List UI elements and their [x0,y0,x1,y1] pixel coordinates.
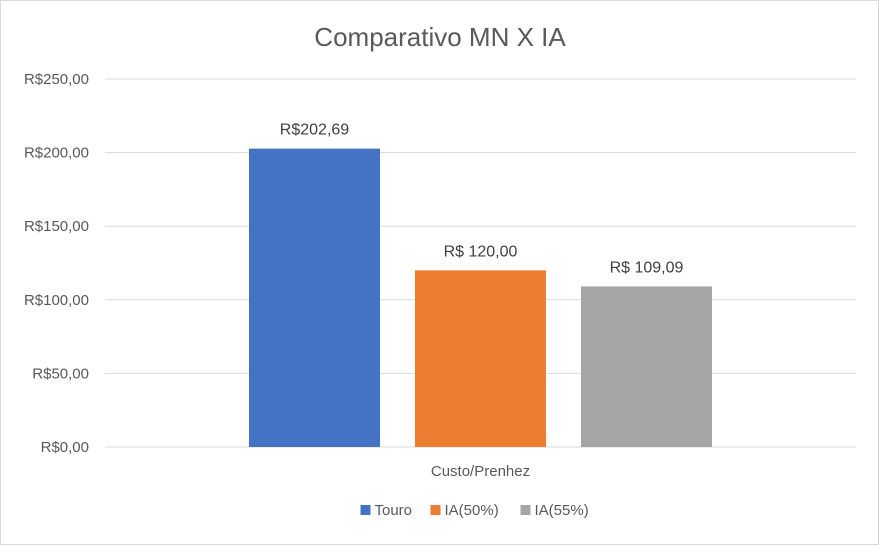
data-labels: R$202,69 R$ 120,00 R$ 109,09 [280,122,684,277]
legend: Touro IA(50%) IA(55%) [360,502,589,519]
y-tick-label: R$200,00 [24,145,89,162]
data-label: R$ 109,09 [610,259,684,276]
legend-label: Touro [375,502,413,519]
bars [249,148,712,447]
legend-label: IA(55%) [535,502,589,519]
y-tick-label: R$100,00 [24,292,89,309]
legend-swatch [360,505,371,515]
bar-ia-50- [415,270,546,447]
bar-ia-55- [581,286,712,447]
y-tick-label: R$250,00 [24,71,89,88]
category-label: Custo/Prenhez [431,463,530,480]
y-axis-tick-labels: R$0,00 R$50,00 R$100,00 R$150,00 R$200,00 R$2… [24,71,89,456]
legend-swatch [520,505,531,515]
x-axis-category-labels: Custo/Prenhez [431,463,530,480]
chart-title: Comparativo MN X IA [314,22,566,52]
data-label: R$202,69 [280,122,349,139]
bar-touro [249,148,380,447]
legend-label: IA(50%) [445,502,499,519]
y-tick-label: R$150,00 [24,218,89,235]
y-tick-label: R$50,00 [32,365,89,382]
legend-swatch [430,505,441,515]
data-label: R$ 120,00 [444,243,518,260]
y-tick-label: R$0,00 [41,439,89,456]
